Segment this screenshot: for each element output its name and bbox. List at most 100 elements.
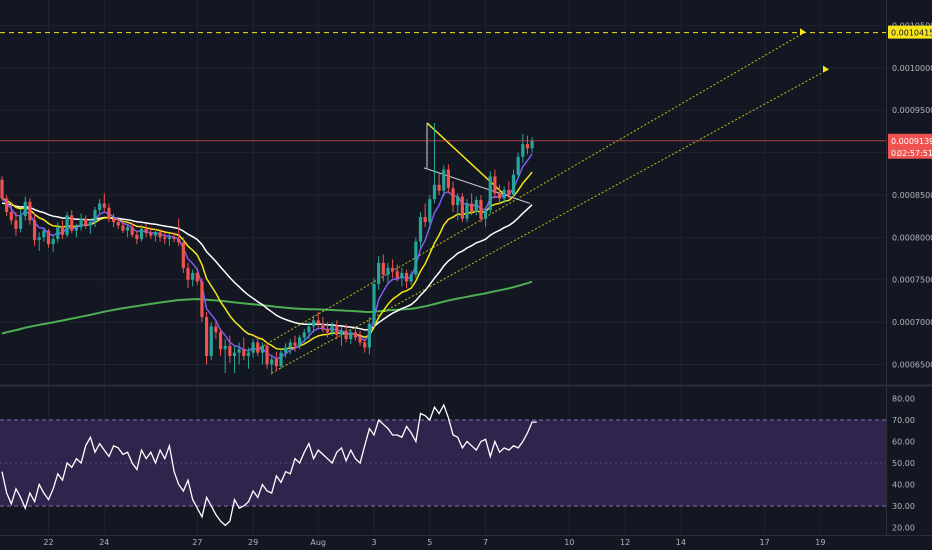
candle-up bbox=[502, 189, 506, 199]
candle-up bbox=[232, 352, 237, 357]
candle-up bbox=[330, 325, 334, 333]
badges: 0.00104154 0.00091394 02:57:510. bbox=[888, 25, 932, 159]
x-tick-label: 10 bbox=[564, 538, 574, 547]
x-tick-label: Aug bbox=[310, 538, 326, 547]
candles bbox=[0, 122, 534, 375]
candle-down bbox=[32, 220, 37, 240]
candle-down bbox=[70, 215, 74, 231]
candle-up bbox=[456, 196, 460, 206]
current-price-badge-text: 0.00091394 bbox=[891, 137, 932, 146]
candle-up bbox=[377, 262, 381, 284]
partial-tick-text: 0. bbox=[891, 149, 899, 158]
candle-down bbox=[102, 203, 106, 208]
candle-down bbox=[479, 200, 483, 219]
candle-down bbox=[195, 272, 199, 282]
current-price-badge bbox=[888, 133, 932, 159]
candle-up bbox=[93, 210, 97, 223]
candle-up bbox=[284, 347, 288, 353]
price-tick-label: 0.00075000 bbox=[892, 276, 932, 285]
resistance-badge bbox=[888, 25, 932, 39]
candle-down bbox=[186, 267, 190, 280]
candle-up bbox=[302, 332, 306, 338]
x-tick-label: 5 bbox=[427, 538, 432, 547]
candle-down bbox=[130, 227, 134, 235]
rsi-band bbox=[0, 419, 886, 507]
candle-up bbox=[167, 237, 171, 240]
candle-down bbox=[344, 330, 348, 340]
candle-down bbox=[116, 222, 120, 226]
candle-up bbox=[98, 203, 102, 211]
price-tick-label: 0.00080000 bbox=[892, 233, 932, 242]
rsi-overbought-oversold-band bbox=[0, 419, 886, 507]
candle-up bbox=[521, 144, 525, 157]
candle-up bbox=[74, 227, 78, 231]
wedge-lower-line bbox=[423, 167, 531, 204]
x-tick-label: 17 bbox=[760, 538, 770, 547]
candle-down bbox=[149, 233, 153, 236]
candle-down bbox=[158, 232, 162, 238]
candle-up bbox=[288, 342, 292, 348]
candle-down bbox=[404, 272, 409, 282]
candle-up bbox=[65, 215, 69, 235]
rsi-tick-label: 80.00 bbox=[892, 394, 915, 403]
x-tick-label: 29 bbox=[248, 538, 258, 547]
upper-channel-arrow bbox=[800, 28, 806, 36]
candle-up bbox=[367, 323, 371, 348]
candle-down bbox=[493, 176, 497, 194]
candle-down bbox=[205, 317, 209, 357]
candle-up bbox=[260, 345, 264, 353]
candle-down bbox=[460, 196, 464, 219]
candle-up bbox=[139, 228, 144, 240]
candle-down bbox=[14, 220, 18, 229]
candle-up bbox=[386, 267, 390, 275]
candle-down bbox=[84, 218, 88, 226]
candle-up bbox=[251, 342, 255, 353]
rsi-tick-label: 20.00 bbox=[892, 524, 915, 533]
candle-down bbox=[5, 198, 9, 212]
candle-up bbox=[88, 222, 92, 226]
candle-up bbox=[349, 332, 353, 340]
candle-up bbox=[432, 184, 437, 200]
candle-down bbox=[316, 320, 320, 324]
candle-down bbox=[135, 234, 139, 240]
candle-down bbox=[256, 342, 260, 353]
candle-up bbox=[400, 272, 404, 279]
candle-up bbox=[270, 359, 274, 365]
x-tick-label: 12 bbox=[620, 538, 630, 547]
candle-down bbox=[107, 207, 111, 219]
candle-up bbox=[237, 349, 241, 353]
candle-down bbox=[172, 237, 176, 240]
candle-down bbox=[46, 230, 51, 245]
candle-down bbox=[497, 193, 502, 199]
candle-up bbox=[474, 200, 478, 212]
lower-channel-line bbox=[271, 69, 829, 374]
candle-up bbox=[418, 217, 423, 242]
price-tick-label: 0.00085000 bbox=[892, 191, 932, 200]
countdown-text: 02:57:51 bbox=[897, 149, 932, 158]
candle-up bbox=[339, 330, 344, 335]
price-tick-label: 0.00065000 bbox=[892, 361, 932, 370]
candle-down bbox=[353, 332, 357, 338]
candle-up bbox=[442, 169, 446, 191]
candle-down bbox=[214, 326, 218, 333]
candle-down bbox=[121, 225, 125, 231]
candle-up bbox=[209, 326, 213, 357]
candle-up bbox=[428, 199, 432, 223]
candle-down bbox=[395, 271, 399, 279]
candle-down bbox=[200, 281, 204, 318]
candle-up bbox=[23, 201, 27, 217]
rsi-series-line bbox=[1, 403, 537, 527]
rsi-line bbox=[1, 403, 537, 527]
x-tick-label: 3 bbox=[371, 538, 376, 547]
candle-down bbox=[325, 328, 330, 333]
candle-down bbox=[0, 179, 4, 199]
candle-down bbox=[381, 262, 385, 275]
x-tick-label: 19 bbox=[815, 538, 825, 547]
candle-down bbox=[228, 345, 232, 357]
candle-up bbox=[372, 283, 376, 324]
lower-channel-arrow bbox=[823, 65, 829, 73]
candle-down bbox=[293, 342, 297, 346]
candle-up bbox=[516, 156, 520, 175]
candle-up bbox=[307, 326, 311, 333]
